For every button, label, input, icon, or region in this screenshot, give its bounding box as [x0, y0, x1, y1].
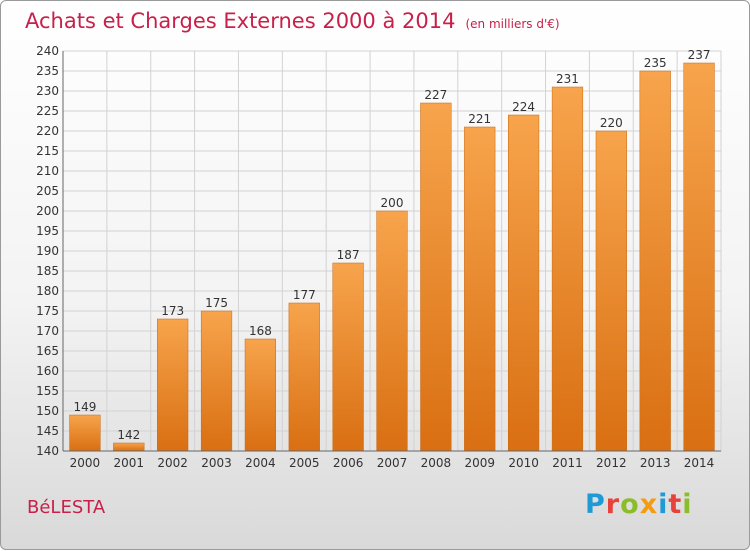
bar-2001 — [113, 442, 145, 452]
x-tick-label-2004: 2004 — [245, 456, 276, 470]
value-label-2007: 200 — [381, 196, 404, 210]
value-label-2009: 221 — [468, 112, 491, 126]
bar-2004 — [244, 338, 277, 452]
logo-letter: o — [620, 489, 640, 520]
y-tick-label: 165 — [36, 344, 59, 358]
x-tick-label-2014: 2014 — [684, 456, 715, 470]
bars: 149 142 173 175 168 177 187 200 227 221 224 231 220 2… — [69, 48, 715, 452]
value-label-2011: 231 — [556, 72, 579, 86]
bar-2002 — [157, 318, 189, 452]
x-tick-label-2011: 2011 — [552, 456, 583, 470]
x-tick-label-2009: 2009 — [464, 456, 495, 470]
bar-2005 — [288, 302, 320, 452]
value-label-2012: 220 — [600, 116, 623, 130]
chart-title: Achats et Charges Externes 2000 à 2014 — [25, 9, 456, 33]
y-tick-label: 180 — [36, 284, 59, 298]
y-tick-label: 200 — [36, 204, 59, 218]
proxiti-logo: Proxiti — [585, 489, 693, 520]
y-tick-label: 185 — [36, 264, 59, 278]
y-tick-label: 160 — [36, 364, 59, 378]
x-tick-label-2006: 2006 — [333, 456, 364, 470]
y-tick-label: 235 — [36, 64, 59, 78]
value-label-2014: 237 — [688, 48, 711, 62]
value-label-2005: 177 — [293, 288, 316, 302]
x-tick-label-2012: 2012 — [596, 456, 627, 470]
bar-2007 — [376, 210, 408, 452]
y-tick-label: 225 — [36, 104, 59, 118]
value-label-2001: 142 — [117, 428, 140, 442]
bar-2010 — [507, 114, 540, 452]
logo-letter: P — [585, 489, 606, 520]
bar-2014 — [683, 62, 715, 452]
bar-2000 — [69, 414, 101, 452]
x-tick-label-2002: 2002 — [157, 456, 188, 470]
y-tick-label: 205 — [36, 184, 59, 198]
x-tick-label-2000: 2000 — [70, 456, 101, 470]
value-label-2003: 175 — [205, 296, 228, 310]
bar-2011 — [551, 86, 584, 452]
value-label-2004: 168 — [249, 324, 272, 338]
y-tick-label: 240 — [36, 44, 59, 58]
bar-2012 — [595, 130, 627, 452]
y-tick-label: 215 — [36, 144, 59, 158]
bar-2003 — [200, 310, 233, 452]
y-tick-label: 190 — [36, 244, 59, 258]
y-tick-label: 170 — [36, 324, 59, 338]
logo-letter: t — [668, 489, 683, 520]
value-label-2000: 149 — [73, 400, 96, 414]
value-label-2008: 227 — [424, 88, 447, 102]
x-tick-label-2007: 2007 — [377, 456, 408, 470]
y-tick-label: 195 — [36, 224, 59, 238]
logo-letter: r — [605, 489, 621, 520]
value-label-2006: 187 — [337, 248, 360, 262]
x-tick-label-2003: 2003 — [201, 456, 232, 470]
chart-subtitle: (en milliers d'€) — [465, 17, 560, 31]
value-label-2002: 173 — [161, 304, 184, 318]
title-block: Achats et Charges Externes 2000 à 2014 (e… — [25, 9, 560, 33]
place-name: BéLESTA — [27, 497, 106, 518]
bar-2008 — [420, 102, 452, 452]
bar-2013 — [639, 70, 671, 452]
y-tick-label: 155 — [36, 384, 59, 398]
axes: 1401451501551601651701751801851901952002… — [36, 44, 721, 470]
y-tick-label: 220 — [36, 124, 59, 138]
y-tick-label: 210 — [36, 164, 59, 178]
y-tick-label: 145 — [36, 424, 59, 438]
bar-2006 — [332, 262, 364, 452]
logo-letter: i — [658, 489, 669, 520]
y-tick-label: 140 — [36, 444, 59, 458]
y-tick-label: 175 — [36, 304, 59, 318]
value-label-2010: 224 — [512, 100, 535, 114]
y-tick-label: 230 — [36, 84, 59, 98]
x-tick-label-2008: 2008 — [421, 456, 452, 470]
y-tick-label: 150 — [36, 404, 59, 418]
logo-letter: i — [682, 489, 693, 520]
bar-2009 — [464, 126, 496, 452]
x-tick-label-2005: 2005 — [289, 456, 320, 470]
x-tick-label-2013: 2013 — [640, 456, 671, 470]
x-tick-label-2010: 2010 — [508, 456, 539, 470]
logo-letter: x — [639, 489, 659, 520]
x-tick-label-2001: 2001 — [114, 456, 145, 470]
value-label-2013: 235 — [644, 56, 667, 70]
